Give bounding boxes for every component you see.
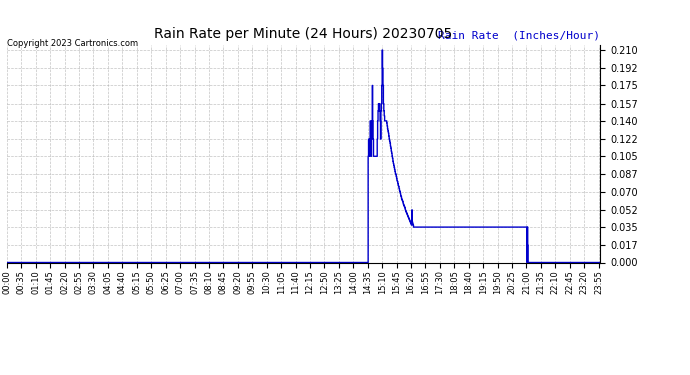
Text: Rain Rate  (Inches/Hour): Rain Rate (Inches/Hour)	[438, 31, 600, 40]
Title: Rain Rate per Minute (24 Hours) 20230705: Rain Rate per Minute (24 Hours) 20230705	[155, 27, 453, 41]
Text: Copyright 2023 Cartronics.com: Copyright 2023 Cartronics.com	[7, 39, 138, 48]
